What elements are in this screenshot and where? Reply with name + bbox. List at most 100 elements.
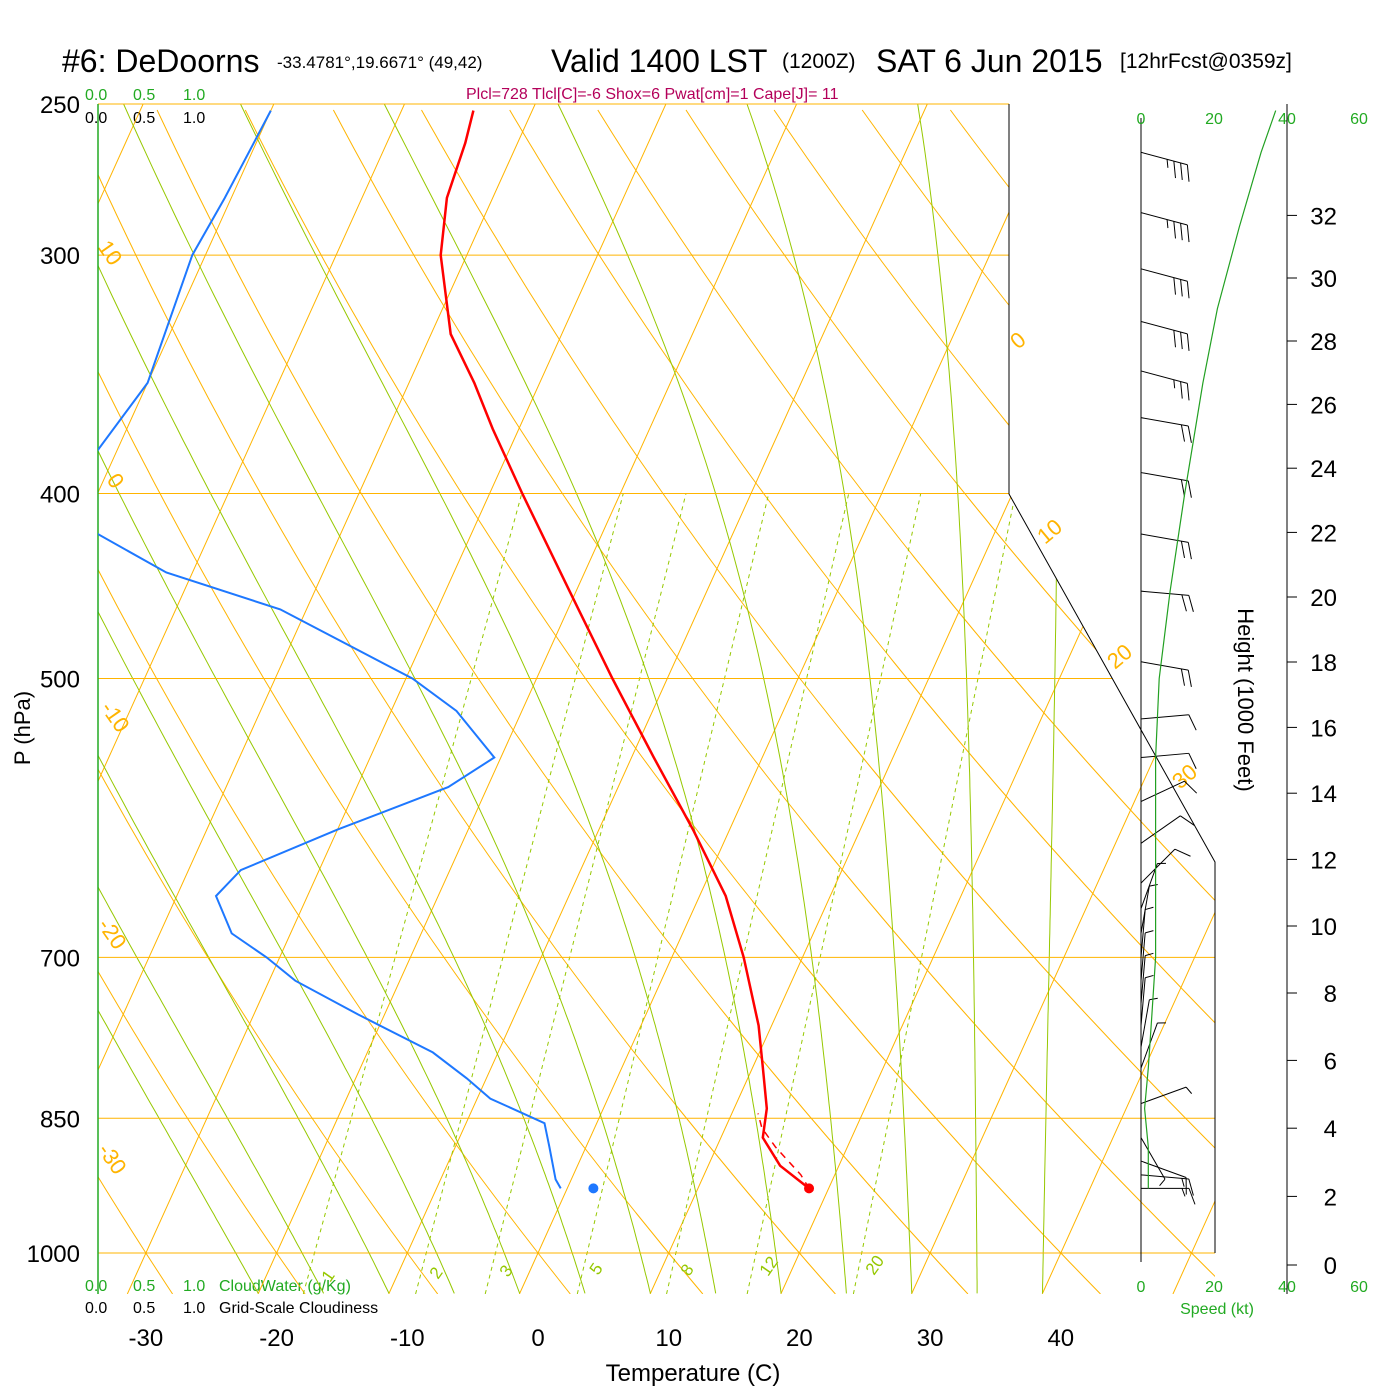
wind-barb-full [1173, 277, 1176, 295]
wind-barb [1140, 952, 1154, 1004]
wind-barb-staff [1140, 590, 1189, 596]
isotherm-label: -10 [96, 697, 135, 737]
height-tick-label: 2 [1324, 1184, 1337, 1211]
wind-barb-half [1181, 1188, 1186, 1197]
cloudwater-scale-tick: 0.5 [133, 87, 155, 104]
temperature-tick-label: 30 [917, 1325, 944, 1352]
height-tick-label: 6 [1324, 1048, 1337, 1075]
diagram-background-lines [98, 104, 1215, 1294]
wind-barb-staff [1140, 885, 1150, 934]
wind-barb-staff [1140, 752, 1189, 758]
temperature-tick-label: -20 [259, 1325, 294, 1352]
zulu-time: (1200Z) [782, 50, 856, 73]
wind-barb-staff [1140, 1137, 1166, 1180]
dry-adiabat-line [332, 109, 1215, 1294]
cloudiness-label: Grid-Scale Cloudiness [219, 1300, 378, 1317]
moist-adiabat-line [98, 104, 259, 1294]
dewpoint-profile-line [98, 110, 562, 1189]
wind-barb-full [1188, 714, 1197, 731]
wind-barb-full [1173, 221, 1176, 239]
wind-barb-staff [1140, 212, 1188, 226]
dry-adiabat-line [98, 109, 704, 1294]
wind-barb [1140, 815, 1195, 844]
wind-barb-full [1188, 1188, 1196, 1205]
wind-barb-full [1187, 425, 1192, 443]
wind-barb-full [1186, 164, 1190, 182]
temperature-tick-label: 10 [655, 1325, 682, 1352]
height-tick-label: 8 [1324, 981, 1337, 1008]
isotherm-label: 0 [102, 469, 130, 493]
wind-barb [1140, 370, 1190, 401]
temperature-tick-label: 40 [1047, 1325, 1074, 1352]
wind-barb [1140, 906, 1154, 958]
mixing-ratio-line [666, 493, 850, 1294]
isotherm-line [98, 104, 275, 1294]
wind-barb [1140, 212, 1190, 243]
wind-barb-staff [1140, 472, 1189, 482]
height-tick-label: 20 [1310, 585, 1337, 612]
isotherm-line [98, 104, 405, 1294]
height-tick-label: 0 [1324, 1253, 1337, 1280]
isotherm-line [649, 104, 1190, 1294]
cloudwater-scale-tick: 0.0 [85, 87, 107, 104]
mixing-ratio-line [576, 493, 770, 1294]
dry-adiabat-line [244, 109, 1101, 1294]
dry-adiabat-line [1038, 109, 1215, 1294]
isotherm-line [98, 104, 536, 1294]
wind-barb [1140, 1174, 1194, 1196]
pressure-tick-label: 1000 [27, 1241, 80, 1268]
pressure-tick-label: 700 [40, 945, 80, 972]
dry-adiabat-line [156, 109, 969, 1294]
wind-barb [1140, 268, 1190, 299]
isotherm-line [388, 104, 928, 1294]
wind-barb-full [1180, 541, 1185, 559]
dry-adiabat-line [421, 109, 1215, 1294]
dry-adiabat-line [98, 109, 439, 1294]
wind-barb-full [1180, 381, 1183, 399]
height-tick-label: 22 [1310, 520, 1337, 547]
wind-barb-staff [1140, 909, 1146, 958]
wind-barb [1140, 533, 1192, 560]
height-axis-label: Height (1000 Feet) [1233, 608, 1258, 791]
wind-barb-half [1145, 952, 1154, 957]
dry-adiabat-line [509, 109, 1215, 1294]
wind-barb [1140, 714, 1197, 731]
wind-barb-full [1186, 224, 1190, 243]
isotherm-label: 10 [1032, 514, 1067, 549]
wind-barb-half [1145, 906, 1154, 911]
cloudiness-scale-tick: 1.0 [183, 1300, 205, 1317]
wind-barb-staff [1140, 848, 1176, 884]
speed-tick-bottom: 60 [1350, 1279, 1368, 1296]
wind-barb-staff [1140, 417, 1189, 427]
wind-barb [1140, 752, 1197, 769]
moist-adiabat-line [917, 104, 978, 1294]
wind-barb-full [1188, 753, 1197, 769]
wind-barb [1140, 320, 1190, 351]
wind-barb [1140, 780, 1198, 802]
isotherm-line [257, 104, 798, 1294]
temperature-tick-label: 20 [786, 1325, 813, 1352]
wind-barb-full [1186, 383, 1190, 401]
plot-right-boundary [1008, 104, 1216, 1253]
wind-barb [1140, 472, 1192, 498]
forecast-init: [12hrFcst@0359z] [1120, 50, 1292, 73]
speed-tick-top: 60 [1350, 111, 1368, 128]
height-tick-label: 18 [1310, 650, 1337, 677]
wind-barb [1140, 930, 1154, 981]
wind-barb-half [1159, 1178, 1166, 1187]
speed-scale-bottom: 0 20 40 60 Speed (kt) [1137, 1279, 1368, 1318]
wind-barb-staff [1140, 268, 1188, 282]
moist-adiabat-line [98, 104, 455, 1294]
wind-barb-full [1186, 281, 1190, 299]
cloud-scale-bottom: 0.0 0.5 1.0 CloudWater (g/Kg) 0.0 0.5 1.… [85, 1278, 378, 1317]
wind-barb [1140, 848, 1191, 884]
wind-barb-staff [1140, 714, 1189, 720]
moist-adiabat-line [123, 104, 651, 1294]
wind-speed-profile [1143, 110, 1277, 1189]
wind-barb-full [1180, 279, 1183, 297]
mixing-ratio-label: 2 [426, 1264, 447, 1283]
moist-adiabat-line [557, 104, 847, 1294]
temperature-tick-label: 0 [531, 1325, 544, 1352]
